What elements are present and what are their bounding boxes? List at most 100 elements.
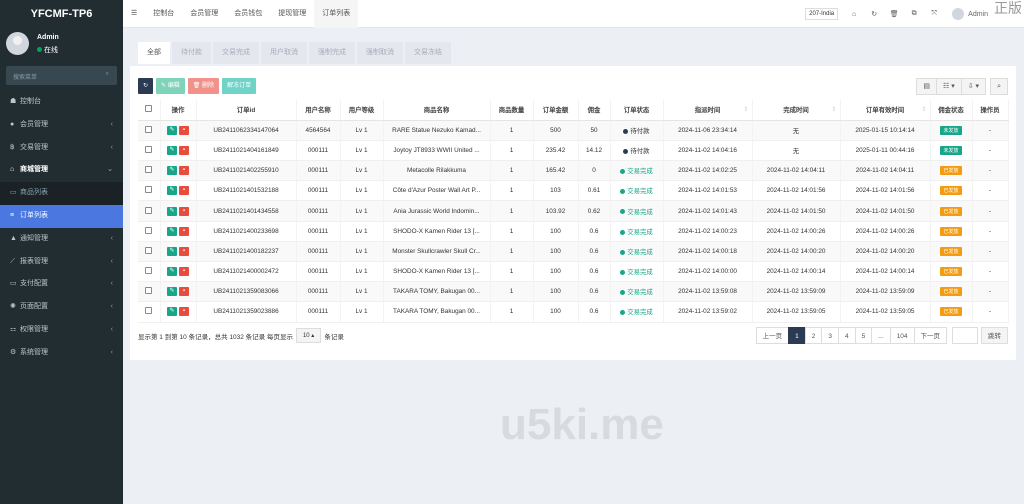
row-checkbox[interactable]	[145, 267, 153, 275]
cell: 2024-11-02 14:02:25	[663, 160, 753, 182]
sidebar-item-9[interactable]: ✺ 页面配置 ‹	[0, 296, 123, 319]
edit-icon[interactable]: ✎	[167, 246, 177, 256]
delete-icon[interactable]: ▪	[179, 226, 189, 236]
edit-icon[interactable]: ✎	[167, 145, 177, 155]
delete-icon[interactable]: ▪	[179, 125, 189, 135]
tab-4[interactable]: 强制完成	[309, 42, 355, 64]
cell: 2024-11-02 14:00:26	[752, 221, 841, 242]
select-all-checkbox[interactable]	[138, 100, 161, 121]
unfreeze-button[interactable]: 解冻订单	[222, 78, 257, 94]
tab-0[interactable]: 全部	[138, 42, 170, 64]
refresh-icon[interactable]: ↻	[871, 11, 878, 18]
commission-status-badge: 未发放	[940, 145, 962, 155]
delete-icon[interactable]: ▪	[179, 287, 189, 297]
delete-icon[interactable]: ▪	[179, 166, 189, 176]
sidebar-item-3[interactable]: ⌂ 商城管理 ⌄	[0, 159, 123, 182]
sort-icon[interactable]: ⇕	[831, 106, 837, 114]
top-tab-1[interactable]: 会员管理	[190, 10, 219, 17]
delete-icon[interactable]: ▪	[179, 307, 189, 317]
sidebar-item-1[interactable]: ● 会员管理 ‹	[0, 114, 123, 137]
tab-2[interactable]: 交易完成	[213, 42, 259, 64]
row-checkbox[interactable]	[145, 125, 153, 133]
page-jump-input[interactable]	[952, 327, 978, 344]
fullscreen-icon[interactable]: ⤧	[931, 10, 937, 17]
edit-icon[interactable]: ✎	[167, 307, 177, 317]
delete-icon[interactable]: ▪	[179, 267, 189, 277]
page-size-select[interactable]: 10 ▴	[295, 328, 322, 343]
copy-icon[interactable]: ⧉	[911, 10, 917, 17]
user-menu[interactable]: Admin	[968, 10, 988, 18]
row-checkbox[interactable]	[145, 166, 153, 174]
row-checkbox[interactable]	[145, 246, 153, 254]
sidebar-item-11[interactable]: ⚙ 系统管理 ‹	[0, 342, 123, 365]
tab-6[interactable]: 交易冻结	[405, 42, 451, 64]
row-checkbox[interactable]	[145, 307, 153, 315]
page-button[interactable]: 3	[821, 327, 839, 344]
top-tab-4[interactable]: 订单列表	[314, 0, 359, 28]
cell: 已发放	[930, 200, 973, 222]
page-button[interactable]: 1	[788, 327, 806, 344]
row-checkbox[interactable]	[145, 226, 153, 234]
menu-toggle-icon[interactable]: ☰	[131, 10, 138, 17]
avatar[interactable]	[952, 8, 965, 20]
edit-icon[interactable]: ✎	[167, 267, 177, 277]
delete-icon[interactable]: ▪	[179, 145, 189, 155]
menu-search-input[interactable]: 搜索菜单 ⌕	[6, 66, 117, 85]
sidebar-item-5[interactable]: ≡ 订单列表	[0, 204, 123, 228]
delete-icon[interactable]: ▪	[179, 246, 189, 256]
row-checkbox[interactable]	[145, 145, 153, 153]
top-tab-2[interactable]: 会员钱包	[234, 10, 263, 17]
delete-icon[interactable]: ▪	[179, 206, 189, 216]
page-button[interactable]: 104	[889, 327, 915, 344]
tab-5[interactable]: 强制取消	[357, 42, 403, 64]
page-button[interactable]: ...	[871, 327, 891, 344]
checkbox[interactable]	[145, 105, 153, 113]
sort-icon[interactable]: ⇕	[743, 106, 749, 114]
monitor-icon: ▭	[10, 189, 17, 197]
top-tab-3[interactable]: 提现管理	[278, 10, 307, 17]
page-button[interactable]: 5	[854, 327, 873, 344]
users-icon: ●	[10, 120, 15, 128]
sidebar-item-0[interactable]: ☗ 控制台	[0, 91, 123, 114]
prev-page-button[interactable]: 上一页	[755, 327, 790, 344]
cell: 103.92	[533, 200, 579, 222]
site-selector[interactable]: 207-India	[805, 8, 839, 20]
row-checkbox[interactable]	[145, 206, 153, 214]
page-button[interactable]: 4	[837, 327, 856, 344]
top-tab-0[interactable]: 控制台	[153, 10, 175, 17]
delete-icon[interactable]: ▪	[179, 186, 189, 196]
columns-icon[interactable]: ☷ ▾	[937, 79, 962, 94]
edit-icon[interactable]: ✎	[167, 166, 177, 176]
toggle-view-icon[interactable]: ▤	[917, 79, 938, 94]
sidebar-item-10[interactable]: ⚏ 权限管理 ‹	[0, 319, 123, 342]
jump-button[interactable]: 跳转	[981, 327, 1008, 344]
sidebar-item-4[interactable]: ▭ 商品列表	[0, 182, 123, 205]
sidebar-item-2[interactable]: ฿ 交易管理 ‹	[0, 137, 123, 160]
sidebar-item-6[interactable]: ▲ 通知管理 ‹	[0, 228, 123, 251]
done-dot-icon	[620, 290, 626, 296]
edit-icon[interactable]: ✎	[167, 186, 177, 196]
sidebar-item-8[interactable]: ▭ 支付配置 ‹	[0, 273, 123, 296]
export-icon[interactable]: ⇩ ▾	[967, 83, 980, 90]
next-page-button[interactable]: 下一页	[913, 327, 947, 344]
edit-icon[interactable]: ✎	[167, 287, 177, 297]
edit-icon[interactable]: ✎	[167, 226, 177, 236]
tab-1[interactable]: 待付款	[172, 42, 211, 64]
trash-icon[interactable]: 🗑	[889, 11, 899, 18]
row-checkbox[interactable]	[145, 287, 153, 295]
sort-icon[interactable]: ⇕	[921, 106, 927, 114]
search-icon[interactable]: ⌕	[997, 83, 1001, 90]
edit-icon[interactable]: ✎	[167, 125, 177, 135]
row-checkbox[interactable]	[145, 186, 153, 194]
tab-3[interactable]: 用户取消	[261, 42, 307, 64]
delete-button[interactable]: 🗑 删除	[187, 78, 220, 94]
search-icon[interactable]: ⌕	[105, 71, 109, 77]
home-icon[interactable]: ⌂	[852, 10, 857, 18]
edit-button[interactable]: ✎ 编辑	[156, 78, 185, 94]
sidebar-item-label: 权限管理	[20, 325, 48, 333]
page-button[interactable]: 2	[804, 327, 823, 344]
edit-icon[interactable]: ✎	[167, 206, 177, 216]
sidebar-item-7[interactable]: ⟋ 报表管理 ‹	[0, 251, 123, 274]
cell: 无	[752, 140, 841, 162]
refresh-button[interactable]: ↻	[138, 78, 154, 94]
